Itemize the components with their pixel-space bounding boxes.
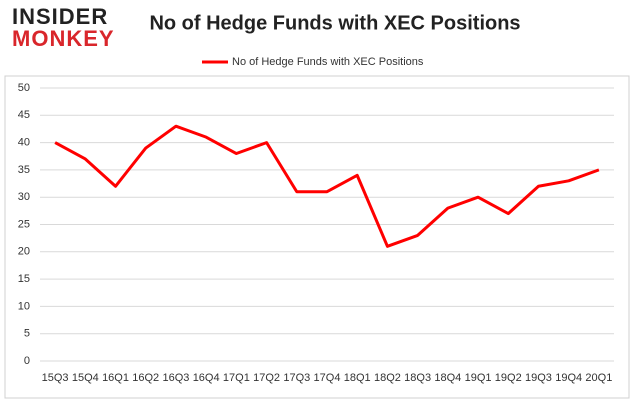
x-tick-label: 20Q1 <box>585 372 612 384</box>
x-tick-label: 15Q4 <box>72 372 99 384</box>
x-tick-label: 18Q1 <box>344 372 371 384</box>
logo-top: INSIDER <box>12 4 108 29</box>
legend-label: No of Hedge Funds with XEC Positions <box>232 56 424 68</box>
x-tick-label: 18Q2 <box>374 372 401 384</box>
x-tick-label: 19Q2 <box>495 372 522 384</box>
y-tick-label: 35 <box>18 164 30 176</box>
x-tick-label: 19Q1 <box>465 372 492 384</box>
y-tick-label: 40 <box>18 137 30 149</box>
x-tick-label: 19Q4 <box>555 372 582 384</box>
x-tick-label: 17Q2 <box>253 372 280 384</box>
y-tick-label: 20 <box>18 246 30 258</box>
y-tick-label: 30 <box>18 191 30 203</box>
x-tick-label: 16Q2 <box>132 372 159 384</box>
y-tick-label: 5 <box>24 328 30 340</box>
x-tick-label: 17Q1 <box>223 372 250 384</box>
y-tick-label: 45 <box>18 109 30 121</box>
chart-frame <box>4 75 630 399</box>
chart-title: No of Hedge Funds with XEC Positions <box>149 12 520 34</box>
y-tick-label: 50 <box>18 82 30 94</box>
x-tick-label: 16Q3 <box>162 372 189 384</box>
logo-bottom: MONKEY <box>12 26 115 51</box>
x-tick-label: 16Q1 <box>102 372 129 384</box>
x-tick-label: 17Q3 <box>283 372 310 384</box>
x-tick-label: 17Q4 <box>314 372 341 384</box>
x-tick-label: 18Q4 <box>434 372 461 384</box>
x-tick-label: 15Q3 <box>42 372 69 384</box>
x-tick-label: 18Q3 <box>404 372 431 384</box>
y-tick-label: 0 <box>24 355 30 367</box>
x-tick-label: 19Q3 <box>525 372 552 384</box>
y-tick-label: 15 <box>18 273 30 285</box>
y-tick-label: 10 <box>18 300 30 312</box>
data-line <box>54 124 600 248</box>
x-tick-label: 16Q4 <box>193 372 220 384</box>
y-tick-label: 25 <box>18 218 30 230</box>
